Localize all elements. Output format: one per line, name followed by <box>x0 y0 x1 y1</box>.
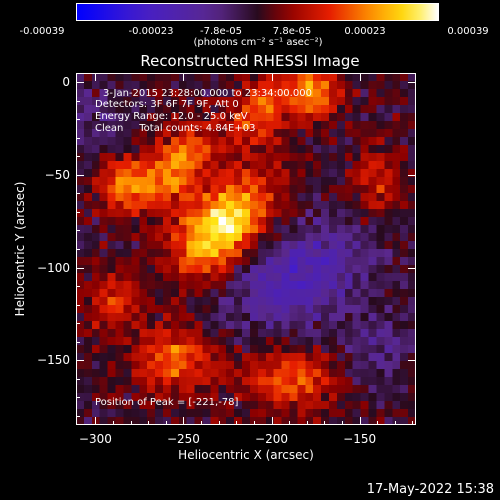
y-axis-minor-tick <box>76 193 80 195</box>
y-axis-minor-tick <box>76 119 80 121</box>
y-axis-minor-tick <box>76 211 80 213</box>
x-axis-minor-tick <box>165 421 167 425</box>
colorbar-tick-label: -0.00039 <box>19 26 65 37</box>
chart-title: Reconstructed RHESSI Image <box>140 52 360 70</box>
y-axis-tick-right <box>408 360 416 362</box>
colorbar-tick-label: -7.8e-05 <box>200 26 242 37</box>
y-tick-label: −50 <box>44 167 70 182</box>
x-axis-minor-tick <box>130 421 132 425</box>
peak-position-label: Position of Peak = [-221,-78] <box>95 397 239 408</box>
colorbar-tick-label: -0.00023 <box>128 26 174 37</box>
x-axis-minor-tick <box>218 421 220 425</box>
y-axis-tick <box>76 82 84 84</box>
x-axis-label: Heliocentric X (arcsec) <box>178 448 314 462</box>
x-axis-tick-top <box>271 73 273 81</box>
y-axis-label: Heliocentric Y (arcsec) <box>13 181 27 317</box>
y-axis-minor-tick <box>76 341 80 343</box>
x-axis-minor-tick <box>394 421 396 425</box>
x-tick-label: −250 <box>166 432 200 446</box>
x-axis-tick-top <box>183 73 185 81</box>
y-axis-tick-right <box>408 267 416 269</box>
y-axis-minor-tick <box>76 137 80 139</box>
heatmap-canvas <box>76 73 416 425</box>
x-axis-minor-tick <box>253 421 255 425</box>
colorbar <box>76 3 439 21</box>
x-tick-label: −200 <box>255 432 289 446</box>
y-tick-label: 0 <box>62 75 70 90</box>
info-time-range: 3-Jan-2015 23:28:00.000 to 23:34:00.000 <box>103 88 312 99</box>
info-energy-range: Energy Range: 12.0 - 25.0 keV <box>95 111 248 122</box>
x-tick-label: −150 <box>343 432 377 446</box>
y-axis-minor-tick <box>76 286 80 288</box>
colorbar-tick-label: 7.8e-05 <box>272 26 312 37</box>
y-axis-tick-right <box>408 82 416 84</box>
y-tick-label: −150 <box>37 353 70 368</box>
y-axis-minor-tick <box>76 230 80 232</box>
y-axis-tick <box>76 174 84 176</box>
x-axis-tick <box>271 417 273 425</box>
colorbar-units: (photons cm⁻² s⁻¹ asec⁻²) <box>193 37 323 48</box>
x-axis-minor-tick <box>412 421 414 425</box>
y-axis-minor-tick <box>76 323 80 325</box>
x-axis-minor-tick <box>201 421 203 425</box>
x-axis-minor-tick <box>377 421 379 425</box>
x-axis-minor-tick <box>342 421 343 425</box>
y-axis-minor-tick <box>76 304 80 306</box>
x-axis-minor-tick <box>112 421 114 425</box>
timestamp: 17-May-2022 15:38 <box>366 482 494 497</box>
y-axis-tick-right <box>408 174 416 176</box>
x-axis-minor-tick <box>148 421 150 425</box>
heatmap-image <box>76 73 416 425</box>
x-axis-minor-tick <box>306 421 308 425</box>
x-axis-tick <box>183 417 185 425</box>
y-axis-minor-tick <box>76 249 80 250</box>
info-detectors: Detectors: 3F 6F 7F 9F, Att 0 <box>95 99 239 110</box>
x-axis-tick-top <box>359 73 361 81</box>
x-axis-tick-top <box>95 73 97 81</box>
y-axis-minor-tick <box>76 415 80 417</box>
info-total-counts: Clean Total counts: 4.84E+03 <box>95 123 256 134</box>
colorbar-tick-label: 0.00023 <box>344 26 386 37</box>
y-axis-tick <box>76 360 84 362</box>
y-axis-tick <box>76 267 84 269</box>
colorbar-tick-label: 0.00039 <box>447 26 489 37</box>
x-axis-minor-tick <box>289 421 291 425</box>
y-axis-minor-tick <box>76 156 80 158</box>
y-axis-minor-tick <box>76 397 80 399</box>
x-tick-label: −300 <box>78 432 112 446</box>
x-axis-tick <box>359 417 361 425</box>
x-axis-minor-tick <box>236 421 238 425</box>
x-axis-tick <box>95 417 97 425</box>
y-axis-minor-tick <box>76 100 80 102</box>
y-tick-label: −100 <box>37 260 70 275</box>
y-axis-minor-tick <box>76 378 80 380</box>
x-axis-minor-tick <box>324 421 326 425</box>
